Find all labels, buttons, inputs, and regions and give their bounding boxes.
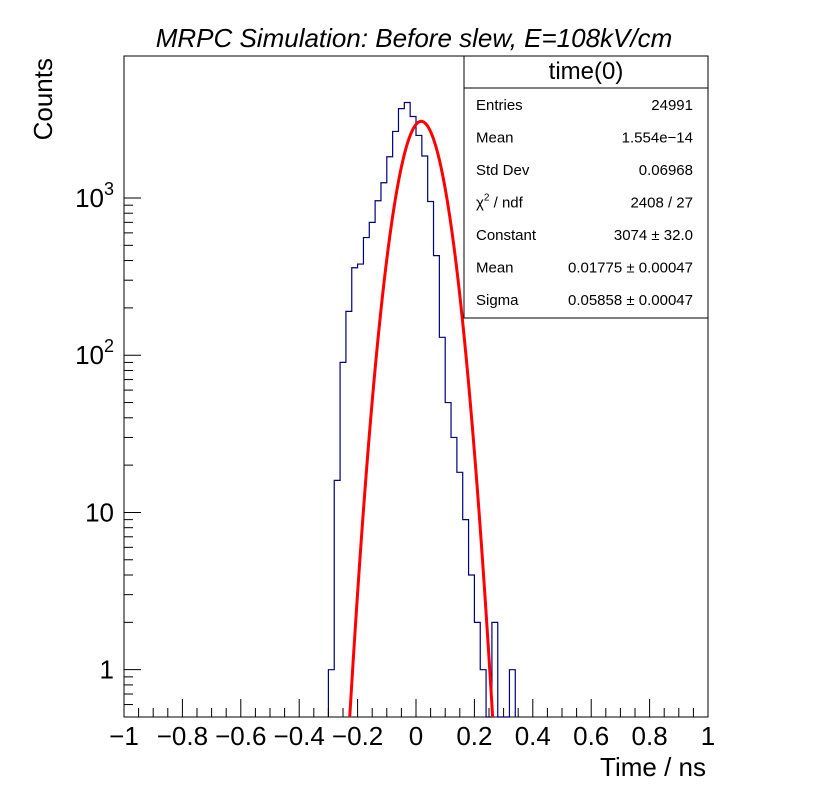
stats-label: Mean [476, 130, 514, 147]
y-tick-label: 103 [75, 179, 114, 213]
x-tick-label: 0.4 [515, 721, 551, 751]
stats-title: time(0) [549, 58, 624, 85]
stats-box [463, 55, 709, 319]
stats-value: 1.554e−14 [622, 130, 693, 147]
x-tick-label: 0.2 [456, 721, 492, 751]
fit-curve [348, 119, 495, 718]
y-tick-base: 10 [75, 340, 104, 370]
stats-label: Std Dev [476, 162, 530, 179]
stats-value: 0.06968 [639, 162, 693, 179]
y-tick-label: 1 [100, 655, 114, 685]
y-tick-label: 10 [85, 497, 114, 527]
plot-area: −1 −0.8 −0.6 −0.4 −0.2 0 0.2 0.4 0.6 0.8 111010210… [75, 55, 715, 751]
stats-value: 2408 / 27 [630, 195, 693, 212]
x-tick-label: −0.4 [274, 721, 325, 751]
y-tick-label: 102 [75, 336, 114, 370]
y-tick-exponent: 3 [104, 179, 114, 199]
stats-label: χ2 / ndf [476, 193, 524, 212]
histogram-series [327, 101, 516, 718]
x-axis-title: Time / ns [600, 752, 706, 782]
stats-label: Entries [476, 97, 523, 114]
stats-value: 3074 ± 32.0 [614, 227, 693, 244]
y-tick-base: 10 [75, 183, 104, 213]
y-axis-title: Counts [28, 58, 58, 140]
x-tick-label: 0 [409, 721, 423, 751]
stats-label: Mean [476, 260, 514, 277]
x-tick-label: 0.6 [573, 721, 609, 751]
x-tick-label: 0.8 [632, 721, 668, 751]
chart-title: MRPC Simulation: Before slew, E=108kV/cm [156, 23, 673, 53]
chi-suffix: / ndf [489, 195, 523, 212]
x-tick-label: 1 [701, 721, 715, 751]
chi-exponent: 2 [484, 193, 490, 204]
stats-label: Sigma [476, 292, 519, 309]
stats-value: 0.05858 ± 0.00047 [568, 292, 693, 309]
x-tick-label: −1 [109, 721, 139, 751]
stats-label: Constant [476, 227, 537, 244]
stats-value: 24991 [651, 97, 693, 114]
y-tick-exponent: 2 [104, 336, 114, 356]
x-tick-label: −0.6 [215, 721, 266, 751]
stats-value: 0.01775 ± 0.00047 [568, 260, 693, 277]
x-tick-label: −0.2 [332, 721, 383, 751]
chi-symbol: χ [476, 195, 484, 212]
x-tick-label: −0.8 [157, 721, 208, 751]
